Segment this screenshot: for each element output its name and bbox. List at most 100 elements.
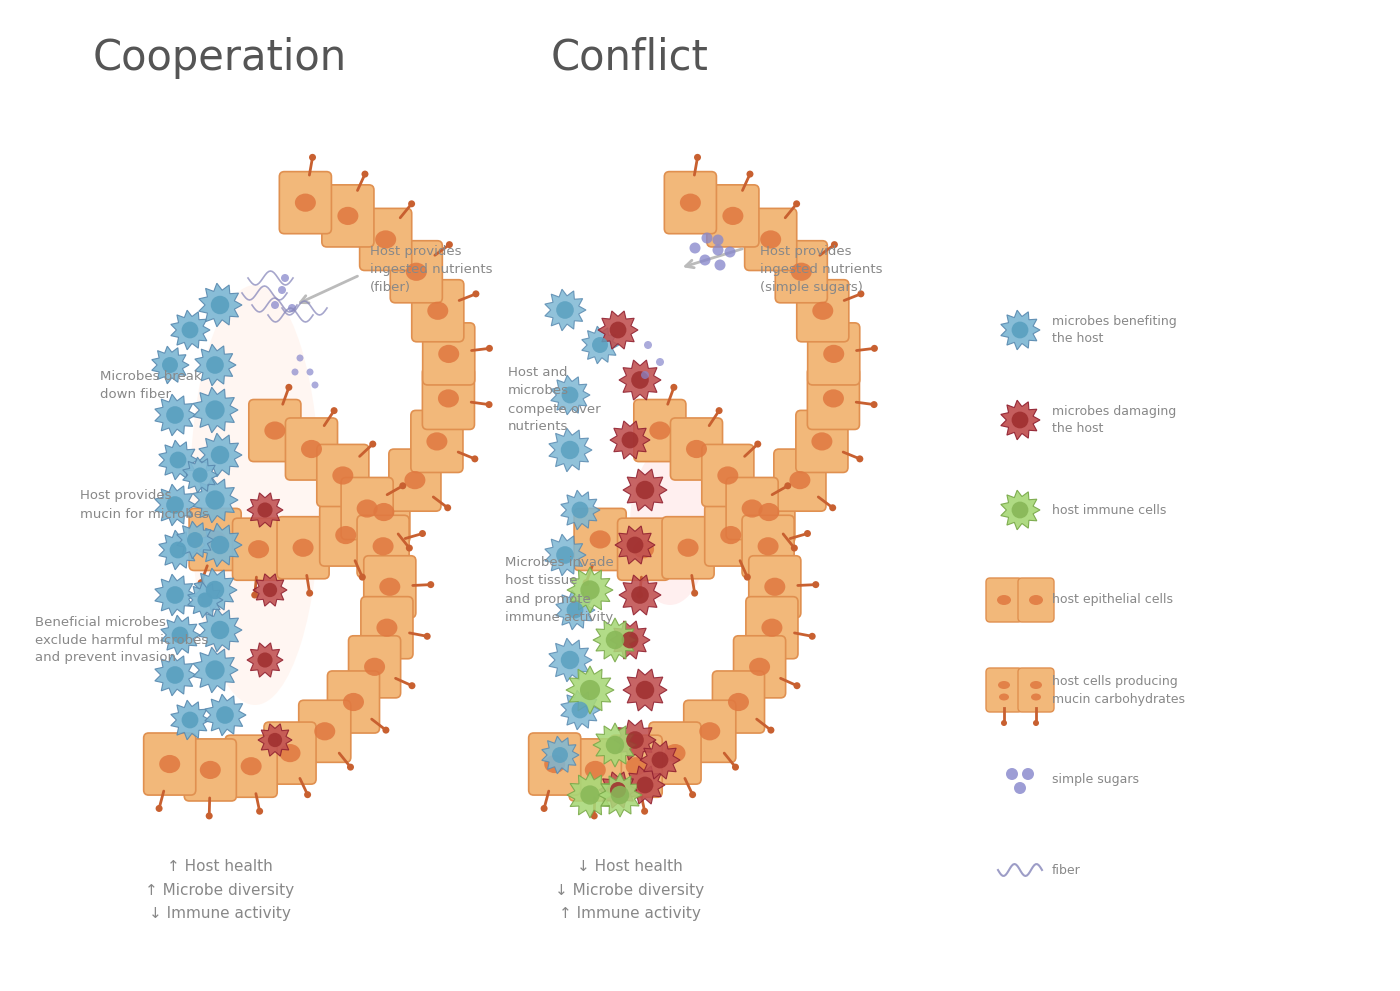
Ellipse shape [190, 285, 321, 705]
Text: ↑ Host health
↑ Microbe diversity
↓ Immune activity: ↑ Host health ↑ Microbe diversity ↓ Immu… [146, 859, 294, 921]
Ellipse shape [364, 658, 385, 676]
Polygon shape [556, 591, 595, 630]
Circle shape [571, 501, 588, 518]
Circle shape [1033, 720, 1039, 726]
Polygon shape [567, 772, 613, 818]
Ellipse shape [742, 499, 763, 517]
Ellipse shape [760, 230, 781, 249]
Circle shape [829, 504, 836, 511]
Circle shape [755, 441, 762, 448]
Circle shape [671, 384, 678, 390]
Polygon shape [199, 283, 242, 327]
Ellipse shape [301, 440, 322, 458]
Circle shape [206, 356, 224, 374]
FancyBboxPatch shape [734, 636, 785, 698]
Circle shape [556, 546, 574, 564]
Circle shape [162, 357, 178, 373]
Circle shape [794, 200, 801, 207]
FancyBboxPatch shape [360, 208, 412, 271]
Polygon shape [199, 523, 242, 567]
Circle shape [486, 345, 493, 352]
FancyBboxPatch shape [665, 171, 717, 234]
FancyBboxPatch shape [776, 241, 827, 303]
Polygon shape [598, 311, 638, 349]
Circle shape [725, 247, 735, 258]
Circle shape [291, 369, 298, 376]
FancyBboxPatch shape [316, 444, 368, 506]
Circle shape [561, 386, 578, 403]
Circle shape [409, 200, 416, 207]
Polygon shape [594, 723, 637, 767]
FancyBboxPatch shape [412, 279, 463, 342]
Text: Cooperation: Cooperation [92, 37, 347, 79]
Ellipse shape [630, 445, 710, 605]
Circle shape [641, 808, 648, 815]
Circle shape [258, 652, 273, 668]
Circle shape [263, 583, 277, 598]
Circle shape [206, 400, 224, 419]
Ellipse shape [722, 207, 743, 225]
Circle shape [581, 581, 599, 600]
Ellipse shape [997, 595, 1011, 605]
Circle shape [701, 233, 713, 244]
Circle shape [419, 530, 426, 537]
Polygon shape [624, 766, 665, 804]
Ellipse shape [1029, 595, 1043, 605]
Circle shape [1012, 501, 1029, 518]
Circle shape [206, 491, 224, 509]
FancyBboxPatch shape [529, 733, 581, 795]
Circle shape [1022, 768, 1035, 780]
Ellipse shape [332, 467, 353, 485]
Circle shape [197, 593, 213, 607]
Ellipse shape [337, 207, 358, 225]
Circle shape [791, 544, 798, 552]
Circle shape [167, 496, 183, 513]
Polygon shape [615, 720, 657, 760]
Circle shape [631, 372, 648, 388]
Circle shape [382, 726, 389, 733]
FancyBboxPatch shape [225, 735, 277, 798]
Ellipse shape [626, 757, 647, 775]
Circle shape [606, 630, 624, 649]
Ellipse shape [379, 578, 400, 596]
FancyBboxPatch shape [797, 279, 848, 342]
Circle shape [809, 633, 816, 640]
Polygon shape [155, 654, 196, 696]
Ellipse shape [650, 421, 671, 440]
Polygon shape [640, 741, 680, 779]
FancyBboxPatch shape [704, 504, 757, 566]
Polygon shape [619, 575, 661, 615]
Circle shape [167, 587, 183, 604]
FancyBboxPatch shape [1018, 578, 1054, 622]
Circle shape [251, 592, 258, 599]
Polygon shape [619, 360, 661, 400]
Circle shape [427, 581, 434, 588]
Text: host epithelial cells: host epithelial cells [1051, 594, 1173, 606]
Circle shape [472, 456, 479, 463]
Polygon shape [158, 440, 197, 480]
FancyBboxPatch shape [574, 508, 626, 571]
FancyBboxPatch shape [349, 636, 400, 698]
Circle shape [472, 290, 479, 297]
Circle shape [1007, 768, 1018, 780]
Ellipse shape [405, 471, 426, 490]
Circle shape [627, 536, 644, 553]
Ellipse shape [241, 757, 262, 775]
Ellipse shape [749, 658, 770, 676]
Circle shape [182, 322, 199, 338]
FancyBboxPatch shape [662, 516, 714, 579]
FancyBboxPatch shape [986, 668, 1022, 712]
Ellipse shape [438, 389, 459, 407]
Circle shape [444, 504, 451, 511]
FancyBboxPatch shape [322, 185, 374, 247]
Circle shape [556, 301, 574, 319]
FancyBboxPatch shape [185, 739, 237, 801]
Circle shape [715, 407, 722, 414]
Ellipse shape [764, 578, 785, 596]
Polygon shape [561, 690, 601, 729]
FancyBboxPatch shape [319, 504, 372, 566]
FancyBboxPatch shape [423, 323, 475, 385]
Circle shape [713, 245, 724, 256]
FancyBboxPatch shape [610, 735, 662, 798]
Circle shape [211, 536, 230, 554]
